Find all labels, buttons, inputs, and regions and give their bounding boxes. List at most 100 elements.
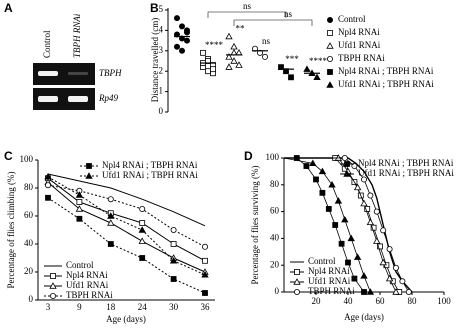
y-tick-label: 40 bbox=[24, 238, 34, 248]
legend-label: Ufd1 RNAi bbox=[66, 280, 109, 290]
marker bbox=[202, 290, 208, 296]
significance: *** bbox=[285, 54, 299, 64]
legend-label: Ufd1 RNAi ; TBPH RNAi bbox=[338, 79, 434, 89]
lane-label: Control bbox=[42, 30, 52, 58]
y-tick-label: 1 bbox=[159, 86, 164, 96]
x-tick-label: 9 bbox=[77, 302, 82, 312]
legend-label: Ufd1 RNAi bbox=[308, 276, 351, 286]
marker bbox=[319, 189, 326, 196]
series-line bbox=[47, 184, 206, 248]
legend-label: TBPH RNAi bbox=[338, 53, 385, 63]
marker bbox=[364, 206, 371, 212]
marker bbox=[347, 234, 355, 242]
marker bbox=[392, 264, 399, 271]
series-line bbox=[284, 157, 397, 293]
marker bbox=[75, 191, 84, 198]
marker bbox=[370, 224, 377, 231]
marker bbox=[326, 81, 334, 88]
marker bbox=[344, 161, 350, 167]
marker bbox=[303, 65, 311, 72]
x-tick-label: 18 bbox=[106, 302, 116, 312]
gel-band bbox=[68, 96, 88, 102]
bracket-label: ns bbox=[284, 9, 293, 19]
panel-label: B bbox=[150, 1, 159, 15]
marker bbox=[343, 170, 351, 177]
band-label: TBPH bbox=[99, 68, 122, 78]
marker bbox=[230, 42, 238, 50]
marker bbox=[107, 241, 114, 247]
marker bbox=[353, 253, 362, 260]
marker bbox=[377, 243, 383, 250]
y-tick-label: 100 bbox=[266, 152, 280, 162]
marker bbox=[345, 259, 351, 266]
marker bbox=[373, 208, 380, 215]
gel-band bbox=[38, 96, 58, 102]
marker bbox=[366, 218, 375, 226]
marker bbox=[293, 288, 300, 295]
y-tick-label: 100 bbox=[20, 154, 34, 164]
series-line bbox=[47, 177, 206, 262]
marker bbox=[170, 241, 177, 247]
marker bbox=[139, 255, 146, 261]
significance: **** bbox=[309, 56, 328, 66]
significance: ** bbox=[236, 24, 246, 34]
y-tick-label: 4 bbox=[159, 24, 164, 34]
marker bbox=[170, 226, 177, 233]
bracket bbox=[233, 19, 313, 26]
marker bbox=[303, 163, 310, 169]
legend-label: TBPH RNAi bbox=[66, 290, 113, 300]
legend-label: Npl4 RNAi bbox=[308, 266, 350, 276]
marker bbox=[50, 292, 57, 299]
legend-label: Ufd1 RNAi ; TBPH RNAi bbox=[102, 170, 198, 180]
marker bbox=[294, 269, 300, 275]
marker bbox=[170, 276, 177, 282]
legend-label: Control bbox=[338, 14, 366, 24]
bracket-label: ns bbox=[243, 1, 252, 11]
marker bbox=[327, 69, 333, 75]
x-tick-label: 36 bbox=[201, 302, 211, 312]
band-label: Rp49 bbox=[98, 93, 118, 103]
marker bbox=[288, 74, 294, 81]
marker bbox=[332, 222, 339, 228]
legend-label: Npl4 RNAi ; TBPH RNAi bbox=[338, 66, 434, 76]
marker bbox=[45, 194, 51, 201]
marker bbox=[49, 282, 57, 289]
marker bbox=[351, 275, 358, 282]
marker bbox=[379, 258, 387, 266]
y-axis-label: Distance travelled (cm) bbox=[150, 18, 160, 102]
marker bbox=[338, 240, 345, 247]
marker bbox=[138, 237, 146, 244]
marker bbox=[86, 163, 92, 169]
x-tick-label: 24 bbox=[138, 302, 148, 312]
y-tick-label: 0 bbox=[159, 106, 164, 116]
y-axis-label: Percentage of flies surviving (%) bbox=[250, 166, 260, 285]
marker bbox=[367, 192, 374, 199]
panel-label: A bbox=[4, 1, 13, 15]
marker bbox=[392, 288, 400, 295]
marker bbox=[351, 163, 358, 170]
marker bbox=[44, 172, 52, 180]
gel-band bbox=[38, 71, 58, 76]
marker bbox=[183, 27, 190, 34]
y-tick-label: 5 bbox=[159, 4, 164, 14]
marker bbox=[313, 176, 319, 183]
marker bbox=[76, 199, 83, 205]
y-tick-label: 80 bbox=[270, 179, 280, 189]
marker bbox=[201, 243, 208, 250]
marker bbox=[169, 256, 178, 264]
marker bbox=[45, 182, 52, 189]
marker bbox=[138, 226, 146, 233]
marker bbox=[318, 167, 327, 175]
marker bbox=[85, 172, 93, 179]
marker bbox=[326, 56, 333, 63]
x-tick-label: 80 bbox=[408, 296, 418, 306]
marker bbox=[183, 37, 190, 44]
marker bbox=[341, 154, 348, 161]
legend-label: Npl4 RNAi ; TBPH RNAi bbox=[358, 158, 454, 168]
marker bbox=[210, 66, 216, 73]
legend-label: Ufd1 RNAi ; TBPH RNAi bbox=[358, 168, 454, 178]
series-line bbox=[47, 182, 206, 273]
marker bbox=[328, 180, 336, 188]
marker bbox=[173, 43, 180, 50]
